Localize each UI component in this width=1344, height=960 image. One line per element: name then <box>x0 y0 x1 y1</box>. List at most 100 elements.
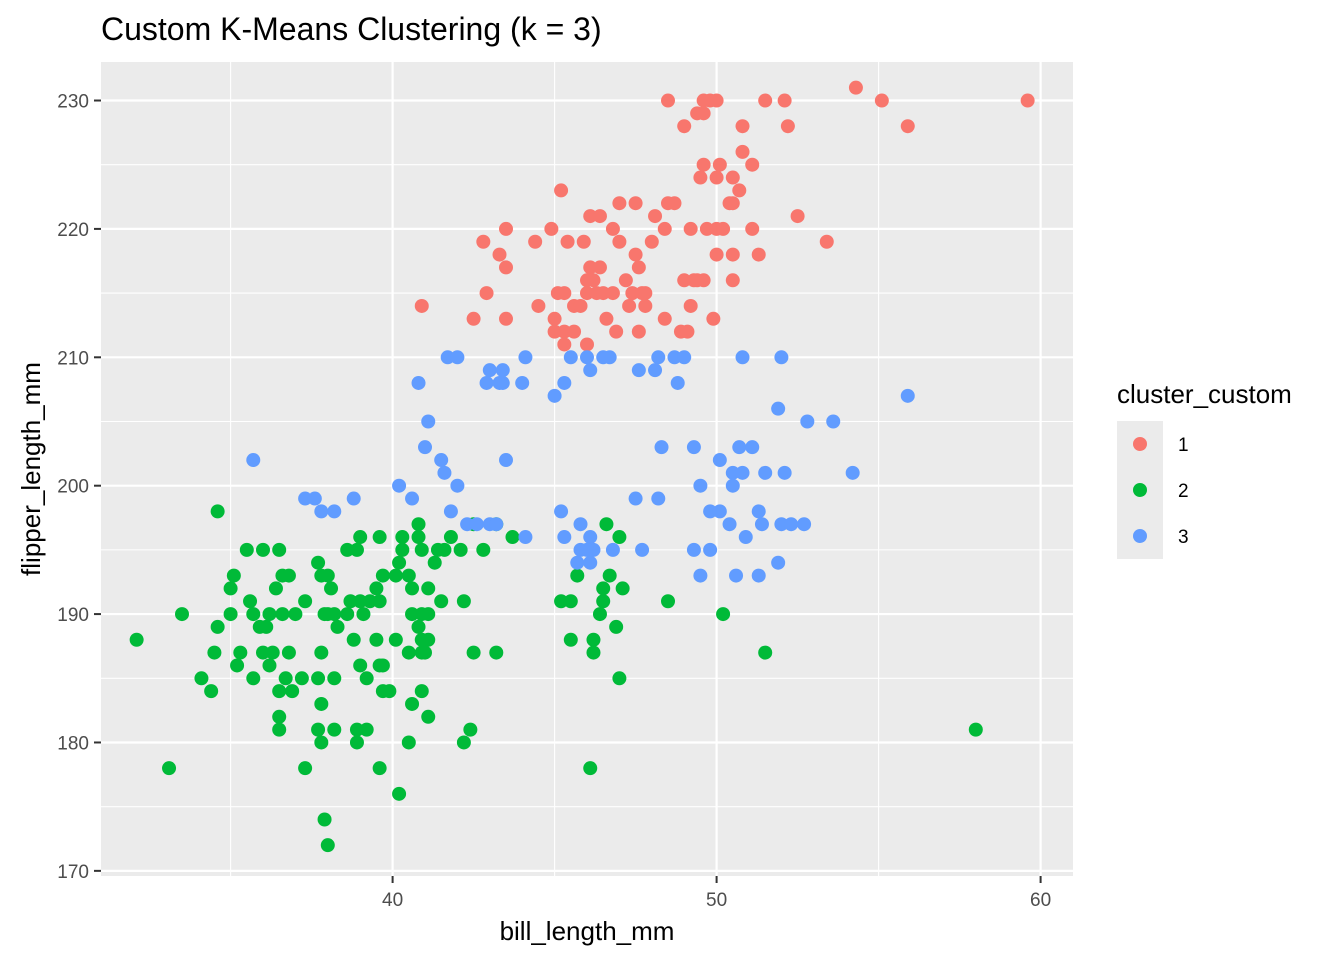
data-point-cluster-3 <box>515 375 530 390</box>
data-point-cluster-2 <box>223 607 238 622</box>
data-point-cluster-2 <box>314 735 329 750</box>
data-point-cluster-2 <box>401 568 416 583</box>
data-point-cluster-3 <box>554 504 569 519</box>
data-point-cluster-2 <box>272 684 287 699</box>
data-point-cluster-2 <box>349 722 364 737</box>
data-point-cluster-2 <box>327 671 342 686</box>
data-point-cluster-3 <box>774 517 789 532</box>
data-point-cluster-2 <box>288 607 303 622</box>
data-point-cluster-3 <box>570 555 585 570</box>
data-point-cluster-1 <box>479 286 494 301</box>
data-point-cluster-3 <box>518 530 533 545</box>
data-point-cluster-1 <box>819 234 834 249</box>
data-point-cluster-1 <box>631 324 646 339</box>
data-point-cluster-2 <box>349 542 364 557</box>
data-point-cluster-1 <box>680 324 695 339</box>
data-point-cluster-2 <box>476 542 491 557</box>
data-point-cluster-3 <box>421 414 436 429</box>
data-point-cluster-2 <box>563 632 578 647</box>
y-tick-label: 170 <box>57 862 89 883</box>
data-point-cluster-3 <box>547 388 562 403</box>
data-point-cluster-2 <box>661 594 675 609</box>
data-point-cluster-2 <box>340 542 355 557</box>
data-point-cluster-1 <box>499 260 513 275</box>
data-point-cluster-1 <box>557 286 572 301</box>
data-point-cluster-3 <box>693 568 708 583</box>
data-point-cluster-3 <box>489 517 504 532</box>
data-point-cluster-1 <box>528 234 543 249</box>
data-point-cluster-2 <box>359 722 374 737</box>
data-point-cluster-2 <box>162 761 177 776</box>
data-point-cluster-1 <box>476 234 491 249</box>
data-point-cluster-2 <box>311 722 326 737</box>
data-point-cluster-3 <box>450 478 465 493</box>
data-point-cluster-2 <box>421 581 436 596</box>
data-point-cluster-2 <box>327 722 342 737</box>
data-point-cluster-2 <box>405 696 420 711</box>
data-point-cluster-1 <box>725 273 740 288</box>
data-point-cluster-3 <box>573 517 588 532</box>
data-point-cluster-3 <box>580 350 594 365</box>
data-point-cluster-2 <box>414 684 429 699</box>
legend-label: 3 <box>1178 527 1189 548</box>
data-point-cluster-1 <box>745 221 760 236</box>
data-point-cluster-3 <box>725 478 740 493</box>
data-point-cluster-3 <box>563 350 578 365</box>
data-point-cluster-3 <box>583 530 598 545</box>
data-point-cluster-1 <box>677 119 692 134</box>
x-axis-ticks: 40 50 60 <box>382 876 1051 911</box>
data-point-cluster-1 <box>638 286 653 301</box>
y-axis-title: flipper_length_mm <box>16 362 46 576</box>
chart-title: Custom K-Means Clustering (k = 3) <box>101 11 602 47</box>
data-point-cluster-3 <box>703 504 718 519</box>
data-point-cluster-1 <box>567 324 582 339</box>
data-point-cluster-1 <box>612 234 627 249</box>
data-point-cluster-3 <box>670 375 685 390</box>
data-point-cluster-2 <box>340 607 355 622</box>
data-point-cluster-3 <box>499 453 513 468</box>
y-tick-label: 200 <box>57 477 89 498</box>
data-point-cluster-3 <box>492 375 507 390</box>
data-point-cluster-2 <box>437 542 452 557</box>
data-point-cluster-2 <box>375 658 390 673</box>
data-point-cluster-1 <box>592 260 607 275</box>
data-point-cluster-3 <box>712 453 727 468</box>
data-point-cluster-1 <box>644 234 659 249</box>
data-point-cluster-3 <box>745 440 760 455</box>
data-point-cluster-1 <box>716 221 731 236</box>
data-point-cluster-1 <box>709 93 724 108</box>
data-point-cluster-2 <box>372 530 387 545</box>
data-point-cluster-2 <box>401 735 416 750</box>
data-point-cluster-3 <box>580 542 594 557</box>
data-point-cluster-3 <box>583 555 598 570</box>
data-point-cluster-1 <box>696 93 711 108</box>
data-point-cluster-3 <box>738 530 753 545</box>
data-point-cluster-2 <box>583 761 598 776</box>
data-point-cluster-2 <box>265 645 280 660</box>
data-point-cluster-2 <box>505 530 520 545</box>
data-point-cluster-1 <box>557 337 572 352</box>
data-point-cluster-2 <box>453 542 468 557</box>
data-point-cluster-3 <box>246 453 261 468</box>
data-point-cluster-2 <box>586 632 601 647</box>
data-point-cluster-2 <box>427 555 442 570</box>
data-point-cluster-2 <box>359 671 374 686</box>
data-point-cluster-2 <box>298 594 313 609</box>
data-point-cluster-1 <box>735 119 750 134</box>
data-point-cluster-3 <box>725 465 740 480</box>
y-tick-label: 210 <box>57 348 89 369</box>
data-point-cluster-2 <box>298 761 313 776</box>
data-point-cluster-2 <box>586 645 601 660</box>
data-point-cluster-1 <box>732 183 747 198</box>
data-point-cluster-2 <box>314 696 329 711</box>
data-point-cluster-3 <box>479 375 494 390</box>
data-point-cluster-2 <box>443 530 458 545</box>
data-point-cluster-1 <box>661 93 675 108</box>
data-point-cluster-3 <box>450 350 465 365</box>
data-point-cluster-2 <box>405 581 420 596</box>
data-point-cluster-2 <box>716 607 731 622</box>
data-point-cluster-2 <box>317 607 332 622</box>
data-point-cluster-2 <box>968 722 983 737</box>
data-point-cluster-3 <box>735 465 750 480</box>
